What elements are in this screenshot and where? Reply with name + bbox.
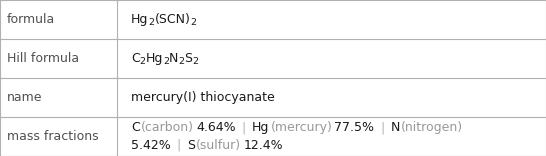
Text: Hg: Hg (131, 13, 149, 26)
Text: N: N (169, 52, 179, 65)
Text: formula: formula (7, 13, 55, 26)
Text: Hill formula: Hill formula (7, 52, 79, 65)
Text: 2: 2 (193, 57, 199, 66)
Text: 4.64%: 4.64% (196, 121, 236, 134)
Text: C: C (131, 121, 140, 134)
Text: Hg: Hg (146, 52, 163, 65)
Text: Hg: Hg (252, 121, 269, 134)
Text: N: N (390, 121, 400, 134)
Text: (sulfur): (sulfur) (196, 139, 241, 152)
Text: S: S (187, 139, 195, 152)
Text: 12.4%: 12.4% (244, 139, 283, 152)
Text: 5.42%: 5.42% (131, 139, 171, 152)
Text: mass fractions: mass fractions (7, 130, 98, 143)
Text: C: C (131, 52, 140, 65)
Text: 2: 2 (179, 57, 185, 66)
Text: mercury(I) thiocyanate: mercury(I) thiocyanate (131, 91, 275, 104)
Text: |: | (242, 121, 246, 134)
Text: S: S (185, 52, 193, 65)
Text: (nitrogen): (nitrogen) (401, 121, 463, 134)
Text: (mercury): (mercury) (270, 121, 333, 134)
Text: |: | (381, 121, 384, 134)
Text: (SCN): (SCN) (155, 13, 191, 26)
Text: |: | (177, 139, 181, 152)
Text: 2: 2 (163, 57, 169, 66)
Text: (carbon): (carbon) (141, 121, 194, 134)
Text: name: name (7, 91, 42, 104)
Text: 2: 2 (140, 57, 146, 66)
Text: 2: 2 (149, 18, 155, 27)
Text: 2: 2 (191, 18, 197, 27)
Text: 77.5%: 77.5% (334, 121, 375, 134)
